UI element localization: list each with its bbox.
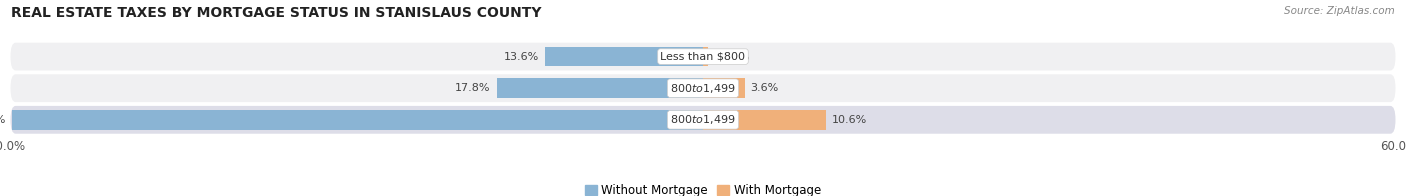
Text: Less than $800: Less than $800 — [661, 52, 745, 62]
Bar — [703, 110, 825, 130]
Text: 3.6%: 3.6% — [751, 83, 779, 93]
Text: 59.6%: 59.6% — [0, 115, 6, 125]
Bar — [496, 78, 703, 98]
Bar — [11, 110, 703, 130]
Legend: Without Mortgage, With Mortgage: Without Mortgage, With Mortgage — [581, 179, 825, 196]
Bar — [546, 47, 703, 66]
Text: REAL ESTATE TAXES BY MORTGAGE STATUS IN STANISLAUS COUNTY: REAL ESTATE TAXES BY MORTGAGE STATUS IN … — [11, 6, 541, 20]
FancyBboxPatch shape — [10, 74, 1396, 102]
Text: 0.43%: 0.43% — [714, 52, 749, 62]
Text: 13.6%: 13.6% — [505, 52, 540, 62]
Bar — [703, 47, 709, 66]
Text: Source: ZipAtlas.com: Source: ZipAtlas.com — [1284, 6, 1395, 16]
Text: $800 to $1,499: $800 to $1,499 — [671, 82, 735, 95]
Text: 17.8%: 17.8% — [456, 83, 491, 93]
FancyBboxPatch shape — [10, 43, 1396, 71]
Bar — [703, 78, 745, 98]
FancyBboxPatch shape — [10, 106, 1396, 134]
Text: $800 to $1,499: $800 to $1,499 — [671, 113, 735, 126]
Text: 10.6%: 10.6% — [832, 115, 868, 125]
